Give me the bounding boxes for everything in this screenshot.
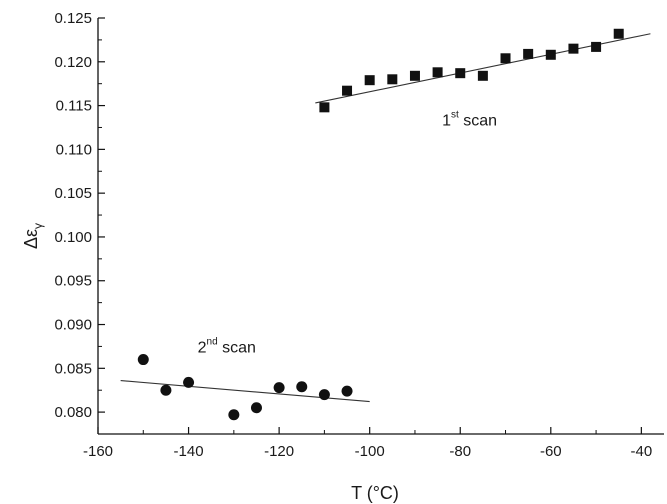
x-axis-label: T (°C) bbox=[351, 483, 399, 503]
data-points bbox=[137, 28, 624, 421]
y-tick-label: 0.100 bbox=[54, 229, 92, 246]
data-point-circle bbox=[273, 382, 285, 394]
x-tick-label: -100 bbox=[355, 443, 385, 460]
x-tick-label: -120 bbox=[264, 443, 294, 460]
y-axis-label-sub: γ bbox=[31, 223, 45, 229]
data-point-square bbox=[409, 70, 420, 81]
data-point-square bbox=[319, 102, 330, 113]
x-tick-label: -160 bbox=[83, 443, 113, 460]
data-point-square bbox=[477, 70, 488, 81]
data-point-square bbox=[523, 48, 534, 59]
y-axis-label-main: Δε bbox=[21, 229, 41, 249]
x-tick-label: -140 bbox=[174, 443, 204, 460]
data-point-circle bbox=[296, 381, 308, 393]
data-point-circle bbox=[341, 385, 353, 397]
fit-line bbox=[120, 380, 370, 403]
y-tick-label: 0.090 bbox=[54, 317, 92, 334]
y-tick-label: 0.095 bbox=[54, 273, 92, 290]
svg-text:Δεγ: Δεγ bbox=[21, 223, 45, 249]
y-tick-label: 0.125 bbox=[54, 10, 92, 27]
y-tick-label: 0.085 bbox=[54, 360, 92, 377]
y-tick-label: 0.105 bbox=[54, 185, 92, 202]
axes: 0.080 0.085 0.090 0.095 0.100 0.105 0.110 0.115… bbox=[54, 10, 664, 460]
y-tick-label: 0.120 bbox=[54, 54, 92, 71]
data-point-square bbox=[568, 43, 579, 54]
y-tick-label: 0.080 bbox=[54, 404, 92, 421]
data-point-square bbox=[364, 75, 375, 86]
data-point-square bbox=[455, 68, 466, 79]
data-point-square bbox=[432, 67, 443, 78]
y-tick-label: 0.115 bbox=[56, 98, 92, 115]
data-point-circle bbox=[137, 354, 149, 366]
scan-annotation: 2nd scan bbox=[198, 337, 256, 357]
x-tick-label: -40 bbox=[631, 443, 653, 460]
data-point-circle bbox=[183, 376, 195, 388]
data-point-circle bbox=[318, 389, 330, 401]
annotations: 1st scan 2nd scan bbox=[198, 110, 497, 357]
data-point-square bbox=[500, 53, 511, 64]
data-point-circle bbox=[160, 384, 172, 396]
x-tick-label: -80 bbox=[449, 443, 471, 460]
data-point-square bbox=[342, 85, 353, 96]
data-point-square bbox=[545, 49, 556, 60]
x-tick-label: -60 bbox=[540, 443, 562, 460]
data-point-square bbox=[387, 74, 398, 85]
scan-annotation: 1st scan bbox=[442, 110, 497, 130]
data-point-square bbox=[613, 28, 624, 39]
y-tick-label: 0.110 bbox=[56, 141, 92, 158]
y-axis-label: Δεγ bbox=[21, 223, 45, 249]
data-point-circle bbox=[228, 409, 240, 421]
data-point-square bbox=[591, 41, 602, 52]
data-point-circle bbox=[250, 402, 262, 414]
